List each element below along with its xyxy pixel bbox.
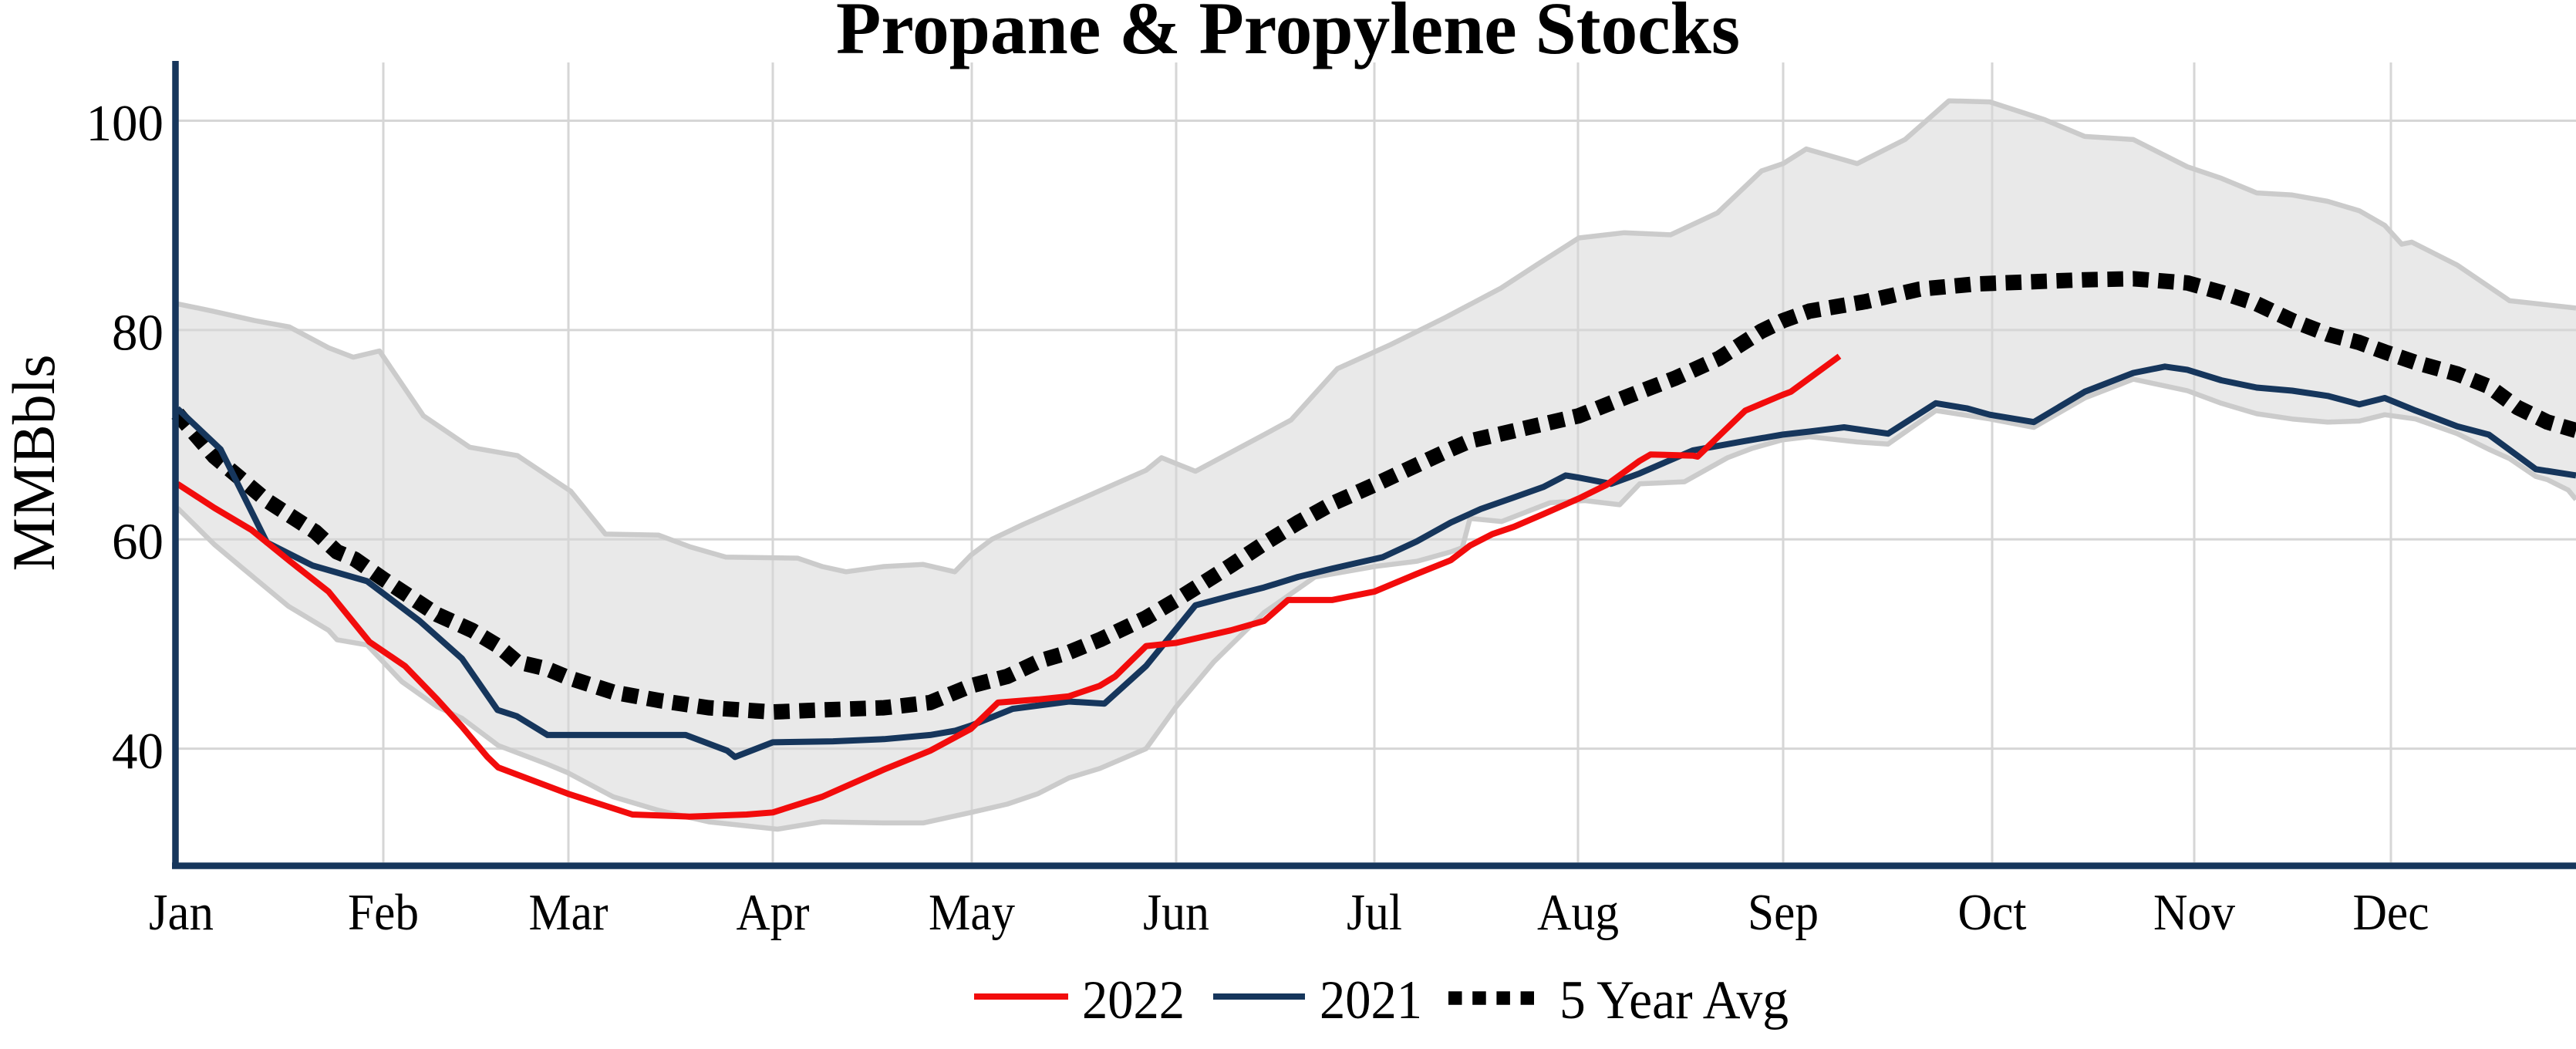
svg-text:5 Year Avg: 5 Year Avg — [1559, 970, 1789, 1030]
svg-text:Aug: Aug — [1537, 884, 1619, 941]
svg-text:Dec: Dec — [2353, 884, 2429, 941]
svg-text:MMBbls: MMBbls — [0, 355, 67, 572]
svg-text:Mar: Mar — [529, 884, 609, 941]
svg-text:Apr: Apr — [737, 884, 810, 941]
svg-text:Propane & Propylene Stocks: Propane & Propylene Stocks — [836, 0, 1740, 69]
svg-text:2022: 2022 — [1082, 970, 1185, 1030]
svg-text:Sep: Sep — [1748, 884, 1819, 941]
svg-text:Nov: Nov — [2153, 884, 2235, 941]
svg-text:Feb: Feb — [348, 884, 419, 941]
svg-text:Jul: Jul — [1347, 884, 1402, 941]
svg-text:Jun: Jun — [1143, 884, 1209, 941]
svg-text:80: 80 — [112, 304, 164, 361]
svg-text:Jan: Jan — [149, 884, 214, 941]
svg-text:2021: 2021 — [1320, 970, 1422, 1030]
svg-text:40: 40 — [112, 723, 164, 780]
svg-text:100: 100 — [86, 95, 164, 152]
svg-text:60: 60 — [112, 514, 164, 571]
svg-text:May: May — [929, 884, 1015, 941]
svg-text:Oct: Oct — [1958, 884, 2027, 941]
